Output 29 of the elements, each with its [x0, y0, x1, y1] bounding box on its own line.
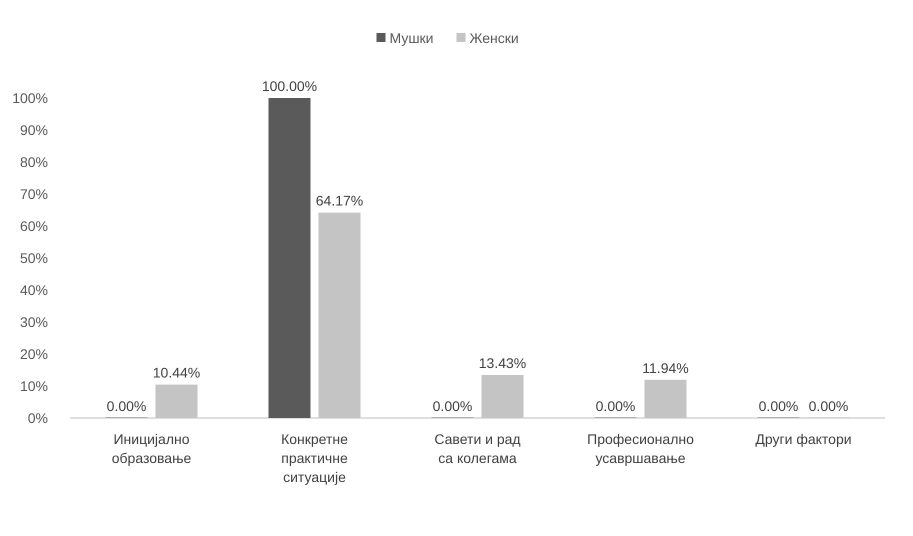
y-tick-label: 90%: [20, 122, 48, 138]
data-label: 0.00%: [596, 398, 636, 414]
y-tick-label: 0%: [28, 410, 48, 426]
data-label: 0.00%: [758, 398, 798, 414]
bar: [268, 98, 310, 418]
y-tick-label: 50%: [20, 250, 48, 266]
data-label: 0.00%: [432, 398, 472, 414]
x-tick-label: Други фактори: [755, 431, 852, 447]
data-label: 11.94%: [642, 360, 689, 376]
y-tick-label: 60%: [20, 218, 48, 234]
y-tick-label: 80%: [20, 154, 48, 170]
y-tick-label: 40%: [20, 282, 48, 298]
y-tick-label: 70%: [20, 186, 48, 202]
y-tick-label: 10%: [20, 378, 48, 394]
data-label: 0.00%: [106, 398, 146, 414]
y-tick-label: 100%: [12, 90, 48, 106]
data-label: 100.00%: [262, 78, 318, 94]
x-tick-label: Иницијално образовање: [112, 431, 192, 466]
x-tick-label: Конкретне практичне ситуације: [281, 431, 348, 485]
data-label: 10.44%: [152, 364, 200, 381]
y-tick-label: 20%: [20, 346, 48, 362]
data-label: 0.00%: [808, 398, 848, 414]
data-label: 64.17%: [316, 192, 364, 209]
data-label: 13.43%: [478, 355, 526, 372]
y-tick-label: 30%: [20, 314, 48, 330]
legend-label: Мушки: [390, 30, 434, 46]
x-tick-label: Савети и рад са колегама: [434, 431, 521, 466]
legend-label: Женски: [470, 30, 519, 46]
x-tick-label: Професионално усавршавање: [587, 431, 694, 466]
